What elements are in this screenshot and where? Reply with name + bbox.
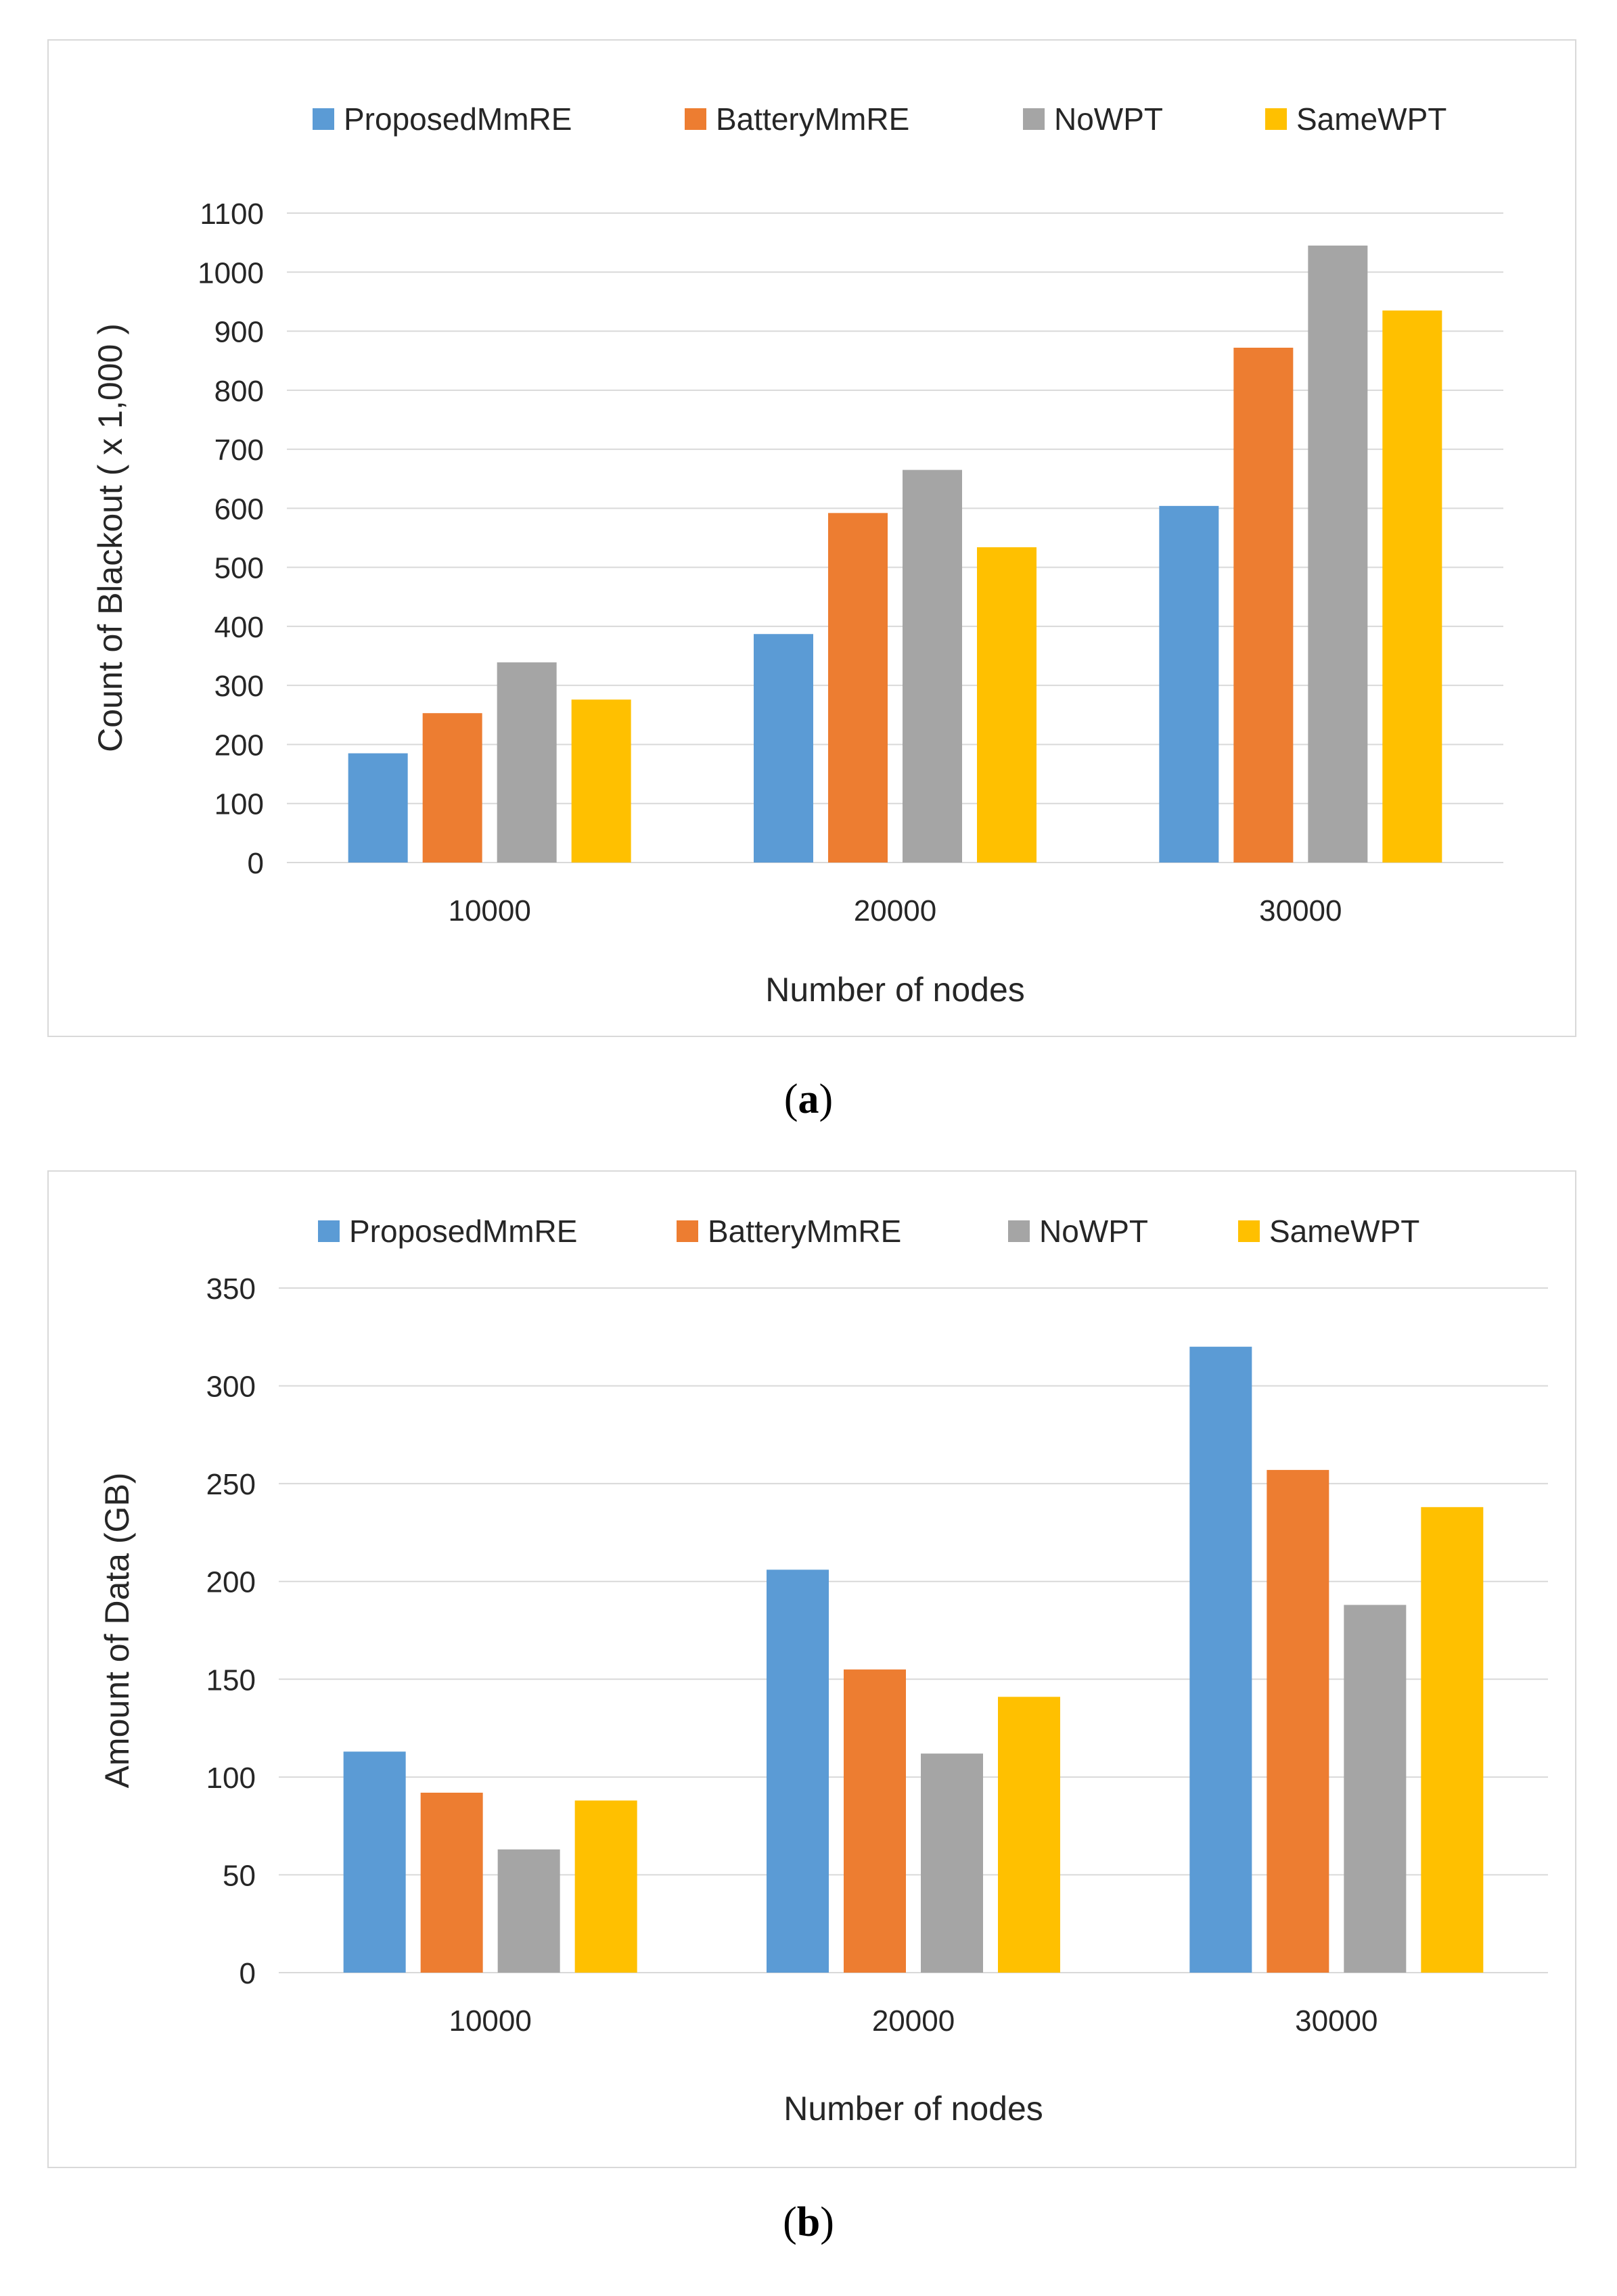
bar-samewpt-20000 <box>977 547 1037 863</box>
y-tick-label: 250 <box>206 1468 256 1501</box>
bar-samewpt-30000 <box>1382 311 1442 863</box>
y-tick-label: 700 <box>214 434 264 467</box>
bar-nowpt-30000 <box>1344 1605 1407 1973</box>
legend-label-3: NoWPT <box>1039 1214 1148 1249</box>
y-tick-label: 400 <box>214 611 264 644</box>
bar-nowpt-20000 <box>903 469 962 863</box>
x-tick-label: 30000 <box>1295 2004 1377 2038</box>
y-tick-label: 300 <box>206 1371 256 1404</box>
y-tick-label: 200 <box>214 729 264 762</box>
panel-b-label: (b) <box>783 2199 834 2245</box>
bar-nowpt-10000 <box>497 662 557 863</box>
bar-proposedmmre-10000 <box>343 1751 406 1973</box>
bar-nowpt-20000 <box>921 1753 983 1973</box>
y-tick-label: 300 <box>214 670 264 703</box>
x-tick-label: 30000 <box>1259 894 1342 927</box>
y-axis-title: Amount of Data (GB) <box>98 1473 136 1789</box>
legend-swatch-2 <box>677 1220 698 1242</box>
bar-batterymmre-30000 <box>1267 1469 1329 1973</box>
y-axis-title: Count of Blackout ( x 1,000 ) <box>91 323 129 752</box>
y-tick-label: 1000 <box>198 256 264 290</box>
x-tick-label: 20000 <box>854 894 936 927</box>
y-tick-label: 900 <box>214 316 264 349</box>
bar-samewpt-30000 <box>1421 1507 1484 1973</box>
y-tick-label: 800 <box>214 375 264 408</box>
legend-swatch-2 <box>685 108 706 130</box>
y-tick-label: 200 <box>206 1566 256 1599</box>
x-tick-label: 10000 <box>448 894 530 927</box>
legend-swatch-3 <box>1023 108 1045 130</box>
panel-a-label: (a) <box>783 1076 834 1122</box>
bar-proposedmmre-20000 <box>754 634 813 863</box>
y-tick-label: 150 <box>206 1663 256 1697</box>
legend-swatch-4 <box>1265 108 1287 130</box>
bar-samewpt-20000 <box>998 1697 1060 1973</box>
y-tick-label: 50 <box>223 1859 256 1892</box>
blackout-bar-chart: ProposedMmRE BatteryMmRE NoWPT SameWPT 0 100 2… <box>91 101 1503 1009</box>
legend-label-2: BatteryMmRE <box>708 1214 901 1249</box>
y-tick-label: 100 <box>206 1762 256 1795</box>
legend-swatch-1 <box>318 1220 340 1242</box>
chart-panel-b: ProposedMmRE BatteryMmRE NoWPT SameWPT 0 50 10… <box>47 1170 1576 2168</box>
bar-nowpt-10000 <box>497 1849 560 1973</box>
x-tick-label: 20000 <box>872 2004 955 2038</box>
y-tick-label: 500 <box>214 552 264 585</box>
bar-proposedmmre-20000 <box>767 1569 829 1973</box>
legend-label-3: NoWPT <box>1054 101 1163 137</box>
legend-label-1: ProposedMmRE <box>344 101 572 137</box>
x-axis-title: Number of nodes <box>783 2090 1043 2128</box>
legend-swatch-4 <box>1238 1220 1260 1242</box>
bar-proposedmmre-30000 <box>1189 1346 1252 1973</box>
x-axis-title: Number of nodes <box>765 971 1025 1009</box>
chart-panel-a: ProposedMmRE BatteryMmRE NoWPT SameWPT 0 100 2… <box>47 39 1576 1037</box>
y-tick-label: 350 <box>206 1272 256 1306</box>
legend-label-4: SameWPT <box>1296 101 1447 137</box>
legend-label-1: ProposedMmRE <box>349 1214 577 1249</box>
bar-batterymmre-30000 <box>1233 347 1294 863</box>
x-tick-label: 10000 <box>449 2004 531 2038</box>
legend-swatch-3 <box>1008 1220 1030 1242</box>
y-tick-label: 0 <box>240 1957 256 1990</box>
y-tick-label: 0 <box>248 847 264 880</box>
y-tick-label: 1100 <box>200 198 264 231</box>
bar-batterymmre-20000 <box>844 1669 906 1973</box>
bar-batterymmre-10000 <box>420 1792 483 1973</box>
legend-swatch-1 <box>313 108 334 130</box>
bar-proposedmmre-30000 <box>1159 505 1219 863</box>
bar-samewpt-10000 <box>571 699 631 863</box>
y-tick-label: 100 <box>214 788 264 821</box>
legend-label-4: SameWPT <box>1269 1214 1419 1249</box>
bar-batterymmre-10000 <box>422 713 482 863</box>
bar-samewpt-10000 <box>574 1800 637 1973</box>
bar-batterymmre-20000 <box>828 513 888 863</box>
data-amount-bar-chart: ProposedMmRE BatteryMmRE NoWPT SameWPT 0 50 10… <box>98 1214 1548 2128</box>
bar-proposedmmre-10000 <box>348 753 408 863</box>
y-tick-label: 600 <box>214 492 264 526</box>
bar-nowpt-30000 <box>1308 246 1368 863</box>
legend-label-2: BatteryMmRE <box>716 101 909 137</box>
